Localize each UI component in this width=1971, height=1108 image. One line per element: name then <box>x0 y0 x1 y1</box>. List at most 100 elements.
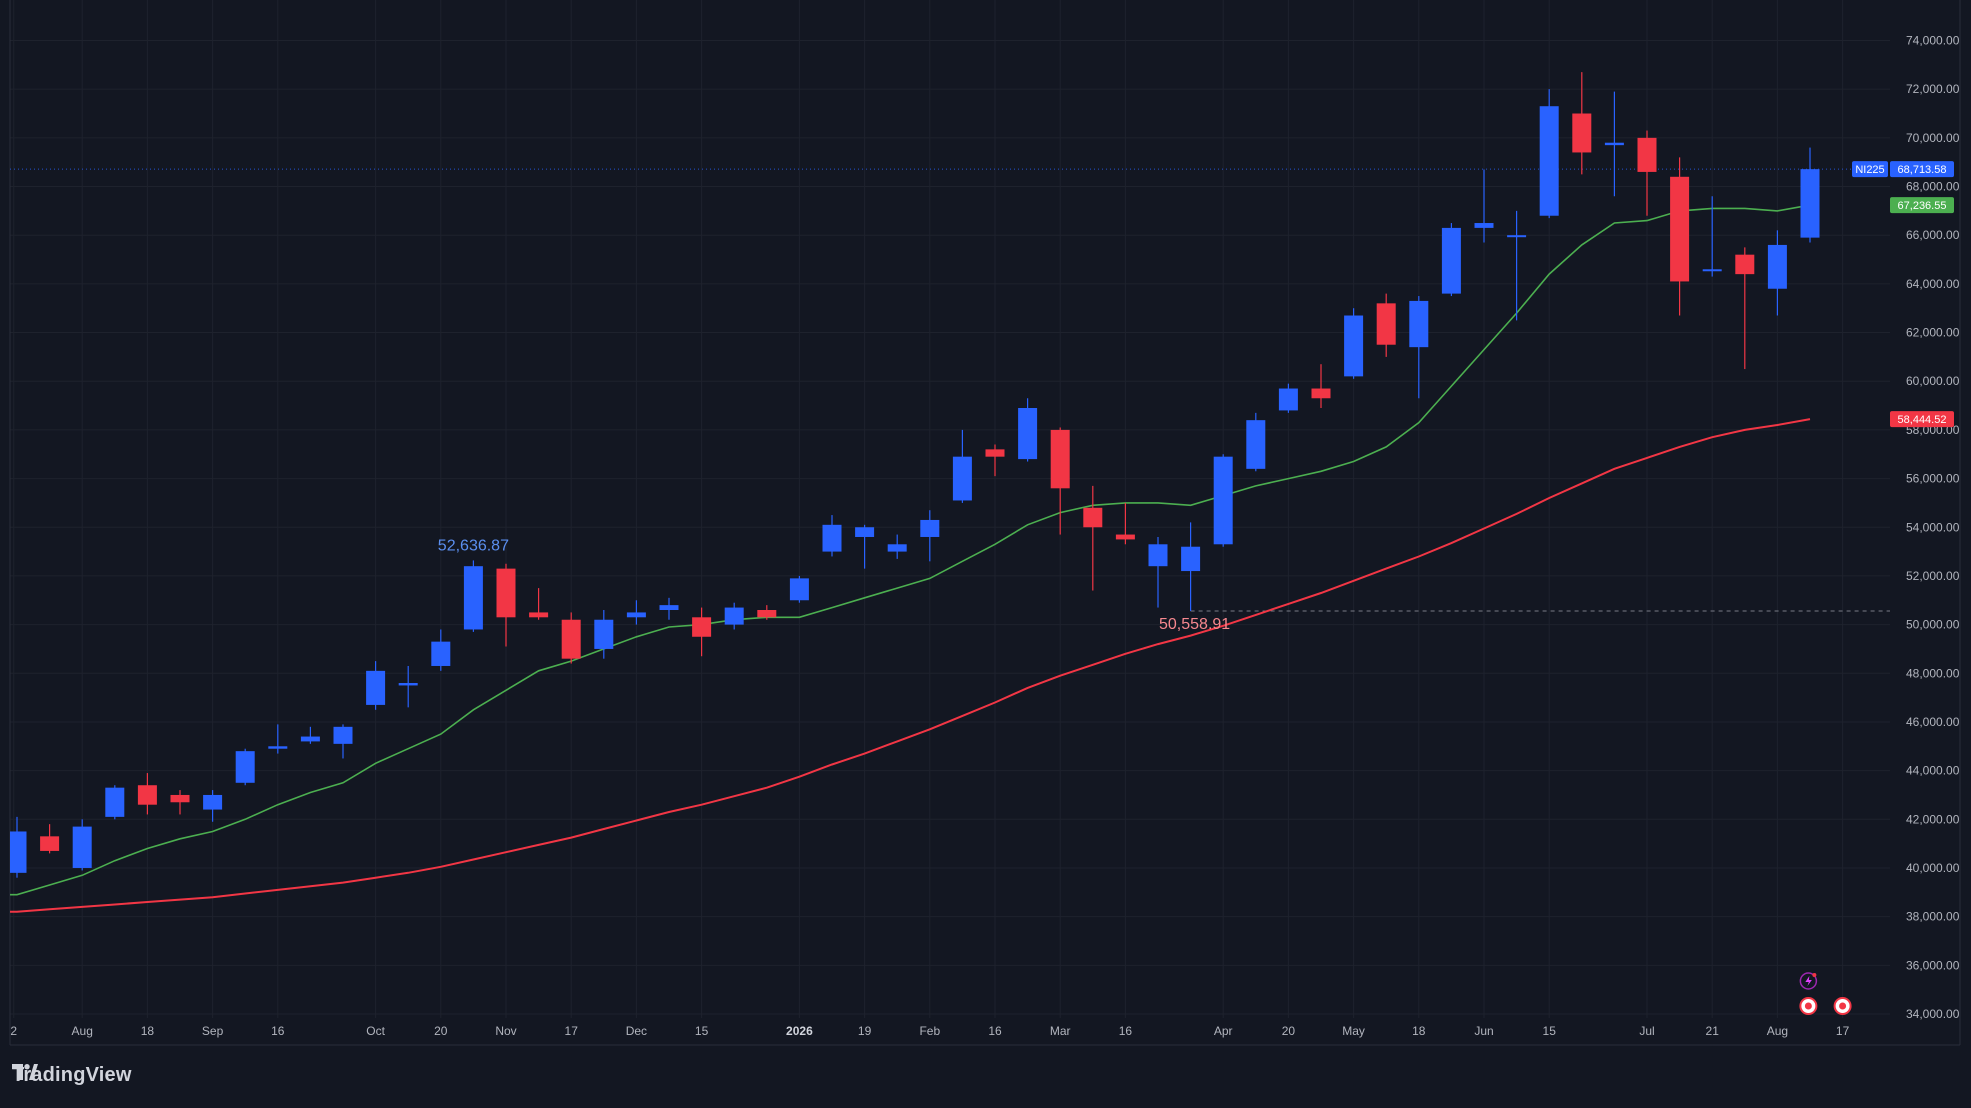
price-axis-tick-label: 34,000.00 <box>1906 1007 1960 1021</box>
candle-body[interactable] <box>1213 456 1233 545</box>
candle-body[interactable] <box>1572 113 1592 153</box>
time-axis-tick-label: 15 <box>1543 1024 1557 1038</box>
time-axis-tick-label: 17 <box>565 1024 579 1038</box>
candle-body[interactable] <box>1767 244 1787 289</box>
candle-body[interactable] <box>235 751 255 783</box>
candle-body[interactable] <box>1441 227 1461 294</box>
candle-body[interactable] <box>366 670 386 705</box>
candle-body[interactable] <box>137 785 157 805</box>
price-axis-tick-label: 70,000.00 <box>1906 131 1960 145</box>
candle-body[interactable] <box>300 736 320 742</box>
candle-body[interactable] <box>203 794 223 810</box>
price-axis-tick-label: 48,000.00 <box>1906 666 1960 680</box>
candle-body[interactable] <box>1474 223 1494 228</box>
low-price-label: 50,558.91 <box>1159 616 1230 633</box>
price-axis-tick-label: 42,000.00 <box>1906 812 1960 826</box>
price-axis-tick-label: 46,000.00 <box>1906 715 1960 729</box>
candle-body[interactable] <box>1800 169 1820 238</box>
price-axis-tick-label: 38,000.00 <box>1906 910 1960 924</box>
time-axis-tick-label: 18 <box>1412 1024 1426 1038</box>
time-axis-tick-label: Jun <box>1474 1024 1493 1038</box>
candle-body[interactable] <box>1050 429 1070 489</box>
time-axis-tick-label: 2026 <box>786 1024 813 1038</box>
candle-body[interactable] <box>463 566 483 630</box>
candle-body[interactable] <box>1018 407 1038 460</box>
price-axis-tick-label: 64,000.00 <box>1906 277 1960 291</box>
candle-body[interactable] <box>1539 106 1559 216</box>
candle-body[interactable] <box>1181 546 1201 572</box>
lightning-glyph-icon <box>1805 976 1812 986</box>
candle-body[interactable] <box>594 619 614 649</box>
time-axis-tick-label: 16 <box>988 1024 1002 1038</box>
price-axis-tick-label: 50,000.00 <box>1906 618 1960 632</box>
time-axis-tick-label: 21 <box>1706 1024 1720 1038</box>
candle-body[interactable] <box>822 524 842 552</box>
candle-body[interactable] <box>105 787 125 817</box>
candle-body[interactable] <box>1148 544 1168 567</box>
candle-body[interactable] <box>40 836 60 851</box>
candle-body[interactable] <box>529 612 549 618</box>
time-axis-tick-label: Aug <box>1767 1024 1788 1038</box>
candle-body[interactable] <box>1409 300 1429 348</box>
candle-body[interactable] <box>1376 303 1396 345</box>
time-axis-tick-label: 17 <box>1836 1024 1850 1038</box>
candle-body[interactable] <box>10 831 27 873</box>
ema-slow-line[interactable] <box>10 418 1811 913</box>
candle-body[interactable] <box>985 449 1005 457</box>
candle-body[interactable] <box>724 607 744 625</box>
price-axis-tick-label: 44,000.00 <box>1906 764 1960 778</box>
candle-body[interactable] <box>1246 420 1266 469</box>
tradingview-brand[interactable]: TradingView <box>12 1064 132 1087</box>
candle-body[interactable] <box>1604 142 1624 146</box>
candle-body[interactable] <box>561 619 581 659</box>
candle-body[interactable] <box>789 578 809 601</box>
candle-body[interactable] <box>887 544 907 552</box>
ema-fast-badge-label: 67,236.55 <box>1898 200 1947 212</box>
price-axis-tick-label: 36,000.00 <box>1906 958 1960 972</box>
candle-body[interactable] <box>757 609 777 618</box>
price-axis-tick-label: 54,000.00 <box>1906 520 1960 534</box>
candle-body[interactable] <box>398 683 418 686</box>
price-axis-tick-label: 52,000.00 <box>1906 569 1960 583</box>
candle-body[interactable] <box>952 456 972 501</box>
candle-body[interactable] <box>920 519 940 537</box>
candle-body[interactable] <box>1083 507 1103 528</box>
time-axis-tick-label: Oct <box>366 1024 385 1038</box>
candle-body[interactable] <box>1311 388 1331 399</box>
time-axis-tick-label: 15 <box>695 1024 709 1038</box>
candle-body[interactable] <box>1278 388 1298 411</box>
time-axis-tick-label: Mar <box>1050 1024 1071 1038</box>
time-axis-tick-label: 18 <box>141 1024 155 1038</box>
ema-fast-line[interactable] <box>10 204 1811 896</box>
time-axis-tick-label: 19 <box>858 1024 872 1038</box>
candle-body[interactable] <box>855 527 875 537</box>
candle-body[interactable] <box>170 794 190 803</box>
ema-fast-badge <box>1890 197 1954 214</box>
current-price-badge <box>1890 161 1954 178</box>
candle-body[interactable] <box>1637 137 1657 172</box>
candle-body[interactable] <box>659 605 679 610</box>
candlestick-chart[interactable]: 34,000.00 36,000.00 38,000.00 40,000.00 42,0… <box>0 0 1971 1060</box>
candle-body[interactable] <box>1735 254 1755 275</box>
candle-body[interactable] <box>1115 534 1135 540</box>
candle-body[interactable] <box>1702 269 1722 272</box>
chart-background <box>0 0 1971 1060</box>
candle-body[interactable] <box>431 641 451 666</box>
symbol-badge-label: NI225 <box>1855 164 1884 176</box>
tradingview-logo-icon <box>12 1064 38 1080</box>
candle-body[interactable] <box>626 612 646 618</box>
candle-body[interactable] <box>72 826 92 868</box>
candle-body[interactable] <box>692 617 712 637</box>
candle-body[interactable] <box>1670 176 1690 282</box>
time-axis-tick-label: Dec <box>626 1024 647 1038</box>
candle-body[interactable] <box>1507 235 1527 238</box>
lightning-event-icon[interactable] <box>1799 972 1818 990</box>
candle-body[interactable] <box>268 746 288 749</box>
candle-body[interactable] <box>333 726 353 744</box>
price-axis-tick-label: 68,000.00 <box>1906 180 1960 194</box>
price-axis-tick-label: 60,000.00 <box>1906 374 1960 388</box>
time-axis-tick-label: May <box>1342 1024 1365 1038</box>
candle-body[interactable] <box>1344 315 1364 377</box>
candle-body[interactable] <box>496 568 516 618</box>
